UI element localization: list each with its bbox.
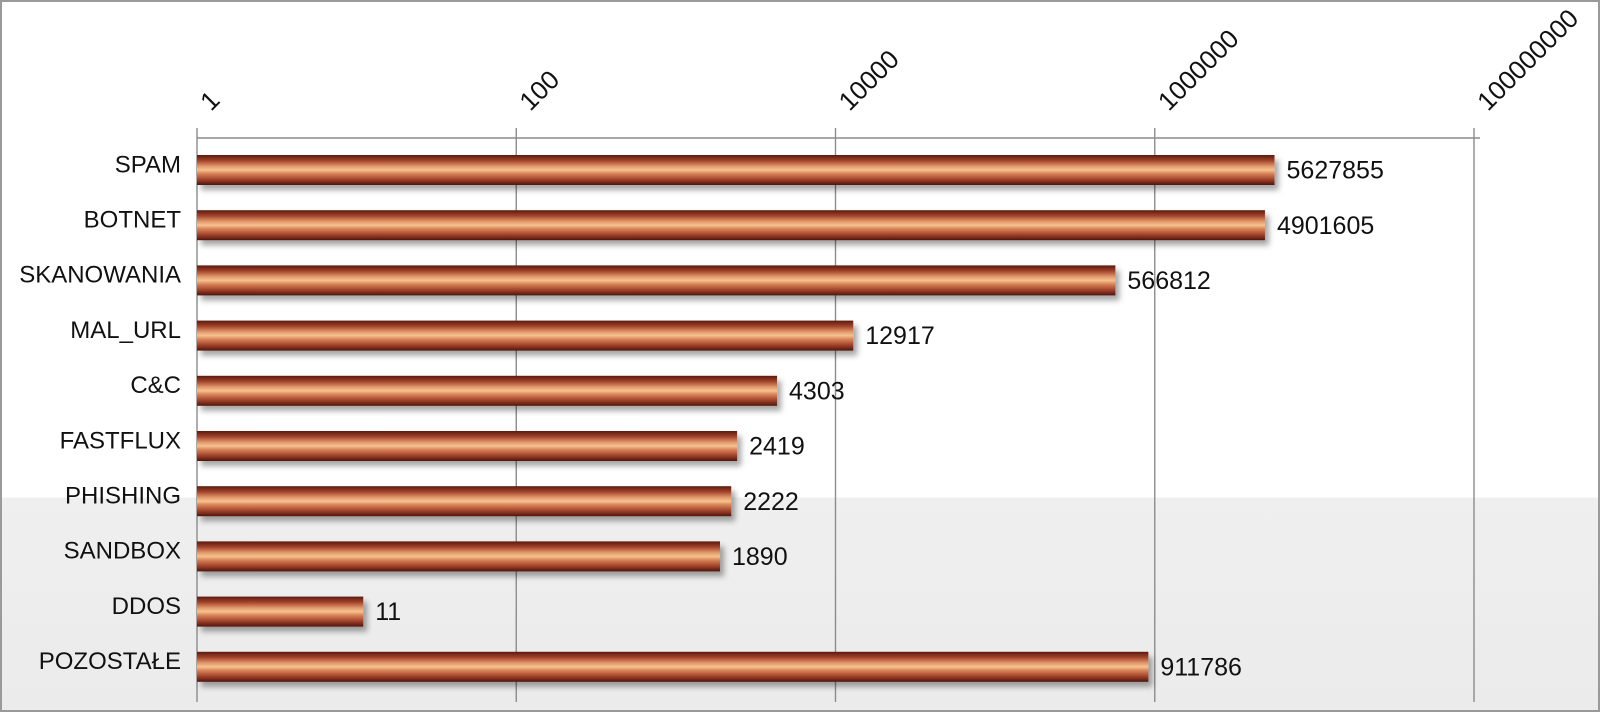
x-tick-label: 100000000 <box>1471 3 1584 116</box>
bar <box>197 265 1116 296</box>
category-label: PHISHING <box>65 483 181 510</box>
x-tick-label: 10000 <box>833 44 905 116</box>
bar <box>197 596 364 627</box>
value-label: 11 <box>375 598 401 626</box>
category-label: C&C <box>130 372 181 399</box>
bar <box>197 541 721 572</box>
value-label: 5627855 <box>1287 157 1384 185</box>
category-label: SANDBOX <box>64 538 181 565</box>
bar <box>197 320 854 351</box>
category-label: BOTNET <box>84 207 182 234</box>
bar <box>197 431 738 461</box>
value-label: 4303 <box>789 377 845 405</box>
value-label: 2222 <box>743 488 799 516</box>
bars <box>197 155 1275 682</box>
bar <box>197 155 1275 185</box>
value-label: 12917 <box>865 322 935 350</box>
labels: SPAM 5627855 BOTNET 4901605 SKANOWANIA 566812… <box>19 151 1384 681</box>
value-label: 566812 <box>1127 267 1210 295</box>
category-label: SKANOWANIA <box>19 262 181 289</box>
bar <box>197 210 1265 241</box>
value-label: 4901605 <box>1277 212 1374 240</box>
category-label: FASTFLUX <box>60 427 181 454</box>
category-label: DDOS <box>112 593 181 620</box>
bar <box>197 486 732 517</box>
x-axis-ticks: 1 100 10000 1000000 100000000 <box>194 3 1584 116</box>
category-label: POZOSTAŁE <box>39 648 181 675</box>
bar <box>197 651 1149 682</box>
value-label: 911786 <box>1160 653 1242 681</box>
x-tick-label: 100 <box>513 64 565 116</box>
category-label: SPAM <box>115 151 181 178</box>
value-label: 1890 <box>732 543 788 571</box>
x-tick-label: 1 <box>194 85 225 116</box>
category-label: MAL_URL <box>70 317 181 344</box>
x-tick-label: 1000000 <box>1152 23 1245 116</box>
bar <box>197 375 778 406</box>
value-label: 2419 <box>749 433 805 461</box>
